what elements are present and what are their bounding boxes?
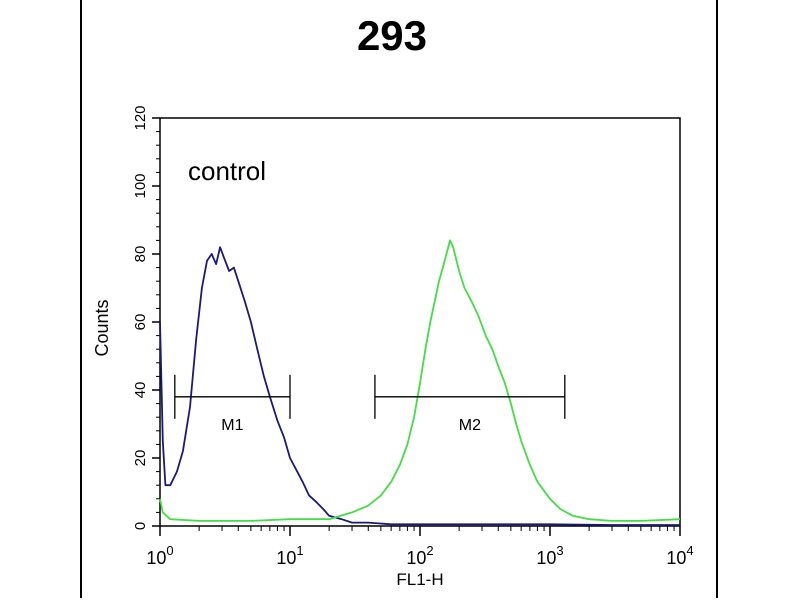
y-tick-label: 40 bbox=[132, 382, 149, 399]
control-annotation: control bbox=[188, 156, 266, 186]
series-group bbox=[159, 239, 681, 526]
m1-marker-label: M1 bbox=[221, 417, 243, 434]
x-tick-label: 102 bbox=[406, 543, 433, 568]
y-tick-label: 80 bbox=[132, 246, 149, 263]
gate-markers: M1 M2 bbox=[174, 374, 566, 434]
y-tick-label: 0 bbox=[132, 522, 149, 530]
y-axis-label: Counts bbox=[92, 299, 112, 356]
m2-marker-label: M2 bbox=[459, 417, 481, 434]
x-tick-label: 103 bbox=[536, 543, 563, 568]
chart-frame bbox=[80, 0, 718, 598]
x-tick-label: 101 bbox=[276, 543, 303, 568]
x-tick-label: 100 bbox=[146, 543, 173, 568]
series-2-line bbox=[159, 239, 681, 522]
series-1-line bbox=[159, 246, 680, 526]
axis-ticks: 0 20 40 60 80 100 120 100 101 102 103 104 bbox=[132, 105, 694, 568]
y-tick-label: 120 bbox=[132, 105, 149, 130]
y-tick-label: 20 bbox=[132, 450, 149, 467]
x-axis-label: FL1-H bbox=[396, 570, 443, 589]
y-tick-label: 100 bbox=[132, 173, 149, 198]
chart-title: 293 bbox=[357, 12, 427, 59]
x-tick-label: 104 bbox=[666, 543, 693, 568]
y-tick-label: 60 bbox=[132, 314, 149, 331]
plot-area bbox=[159, 117, 681, 527]
